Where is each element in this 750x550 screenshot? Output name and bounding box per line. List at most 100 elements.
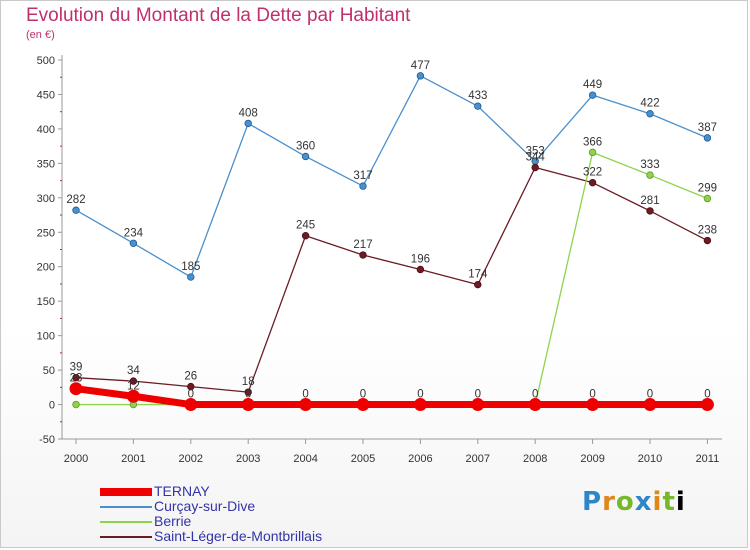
data-label: 26 [184,371,197,383]
data-label: 322 [583,167,602,179]
data-point [187,382,195,391]
data-point [184,398,198,412]
y-tick-label: 150 [37,296,55,308]
data-label: 0 [475,389,481,401]
data-point [299,398,313,412]
data-label: 217 [353,239,372,251]
logo-letter: x [634,487,653,517]
logo-letter: i [675,487,686,517]
data-point [646,110,654,118]
series-line-1 [75,166,709,393]
data-label: 281 [640,195,659,207]
data-label: 174 [468,269,488,281]
data-point [301,152,310,161]
data-label: 282 [66,194,85,206]
data-point [646,171,654,179]
data-label: 196 [411,253,430,265]
y-tick-label: 50 [43,365,55,377]
x-tick-label: 2006 [408,453,432,465]
x-tick-label: 2003 [236,453,260,465]
data-point [703,134,712,142]
data-point [129,377,138,385]
data-label: 0 [589,389,595,401]
y-tick-label: 250 [37,227,55,239]
data-point [528,398,542,412]
data-label: 360 [296,140,315,152]
data-point [416,72,425,80]
data-label: 12 [127,380,140,392]
data-point [531,163,539,172]
x-tick-label: 2002 [179,453,203,465]
data-label: 333 [640,159,659,171]
chart-title: Evolution du Montant de la Dette par Hab… [26,5,411,26]
logo-letter: P [582,487,603,517]
data-label: 185 [181,261,200,273]
y-tick-label: 300 [37,193,55,205]
data-point [703,194,712,203]
data-point [416,265,425,274]
data-label: 245 [296,220,315,232]
data-point [241,398,255,412]
data-point [244,388,252,396]
data-label: 0 [532,389,538,401]
data-label: 18 [242,376,255,388]
data-point [474,102,482,110]
logo-letter: r [602,487,616,517]
x-tick-label: 2009 [580,453,604,465]
legend-label: TERNAY [154,483,210,499]
x-tick-label: 2004 [293,453,317,465]
data-point [586,398,600,412]
data-label: 317 [353,170,372,182]
y-tick-label: -50 [39,434,55,446]
data-point [471,398,485,412]
legend-label: Berrie [154,513,192,529]
data-point [474,280,482,289]
data-point [413,398,427,412]
data-point [187,273,195,281]
data-point [588,148,597,157]
series-line-0 [75,75,709,278]
data-label: 234 [124,227,144,239]
data-point [588,91,597,99]
legend-swatch [100,488,152,496]
data-label: 299 [698,183,717,195]
data-point [129,239,138,247]
legend-swatch [100,506,152,508]
data-label: 23 [70,373,83,385]
y-tick-label: 400 [37,124,55,136]
x-tick-label: 2005 [351,453,375,465]
y-tick-label: 0 [49,400,55,412]
data-label: 0 [360,389,366,401]
data-label: 0 [302,389,308,401]
chart-unit-label: (en €) [26,29,55,41]
x-tick-label: 2000 [64,453,88,465]
data-point [356,398,370,412]
data-label: 0 [188,389,194,401]
data-point [126,389,140,403]
series-line-3 [72,385,711,409]
data-label: 0 [417,389,423,401]
y-tick-label: 100 [37,331,55,343]
data-label: 408 [239,107,258,119]
data-label: 0 [245,389,251,401]
data-point [72,206,80,214]
x-tick-label: 2007 [466,453,490,465]
data-point [244,119,252,128]
data-point [643,398,657,412]
data-label: 238 [698,225,717,237]
data-label: 433 [468,90,487,102]
logo-letter: i [652,487,663,517]
data-point [700,398,714,412]
data-point [72,400,80,409]
data-label: 0 [647,389,653,401]
data-label: 353 [526,145,545,157]
data-point [359,182,367,190]
data-label: 422 [640,98,659,110]
x-tick-label: 2011 [696,453,720,465]
legend-swatch [100,536,152,538]
legend-swatch [100,521,152,523]
data-point [72,373,80,382]
y-tick-label: 450 [37,89,55,101]
